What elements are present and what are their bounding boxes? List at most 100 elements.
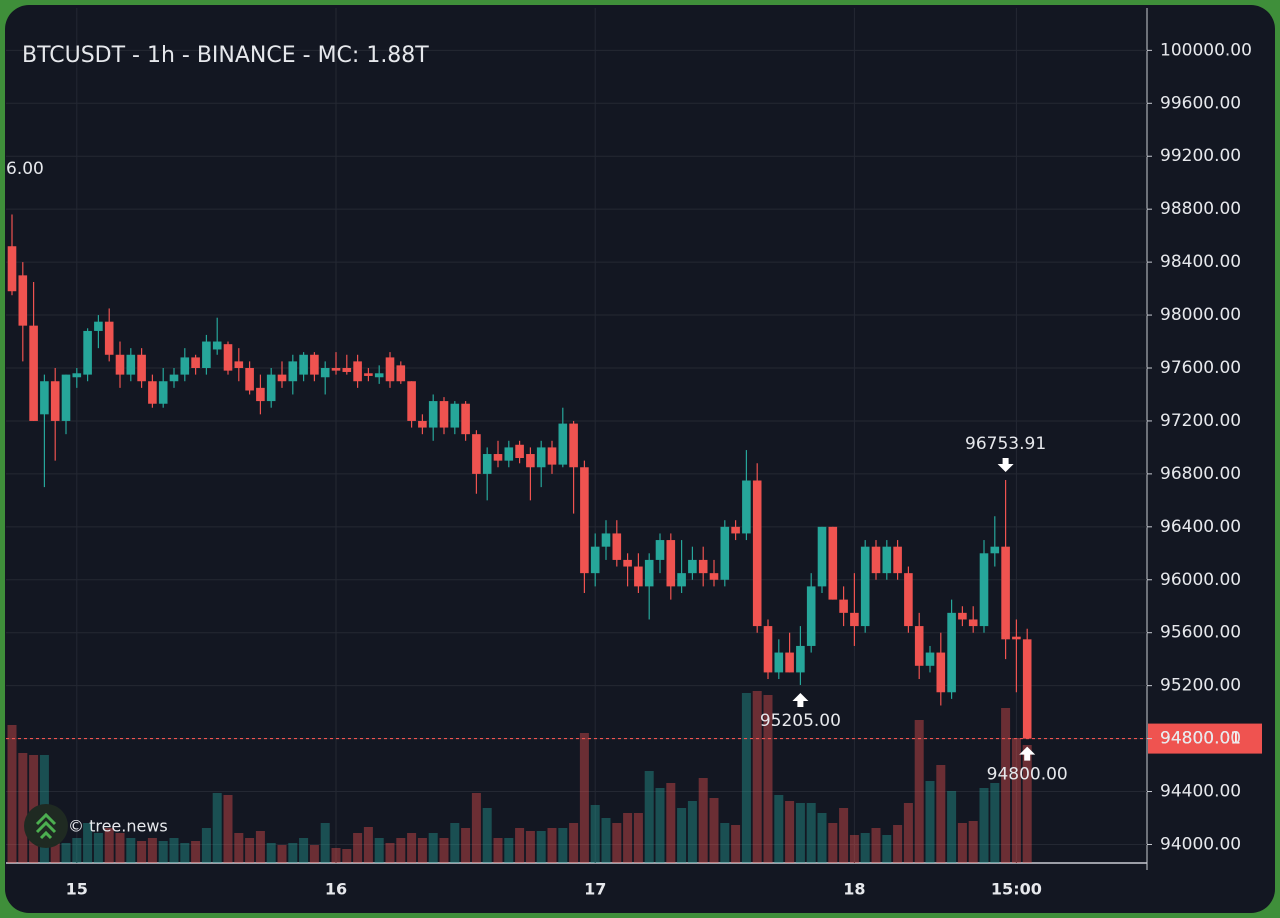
candle-body: [169, 374, 179, 382]
volume-bar: [579, 733, 589, 863]
candle-body: [493, 454, 503, 461]
candle-body: [958, 612, 967, 620]
y-tick-label: 100000.00: [1160, 40, 1252, 60]
candle-body: [860, 546, 870, 627]
candle-body: [288, 361, 298, 382]
volume-bar: [428, 833, 438, 863]
volume-bar: [709, 798, 719, 863]
volume-bar: [191, 841, 201, 863]
volume-bar: [374, 838, 384, 863]
candle-body: [482, 454, 492, 474]
candle-body: [526, 454, 535, 468]
volume-bar: [601, 818, 611, 863]
candle-body: [115, 354, 125, 375]
volume-bar: [201, 828, 211, 863]
annotation-label: 95205.00: [760, 711, 841, 731]
x-tick-label: 17: [584, 880, 606, 899]
volume-bar: [482, 808, 492, 863]
y-tick-label: 99200.00: [1160, 146, 1241, 166]
volume-bar: [569, 823, 579, 863]
candle-body: [223, 344, 233, 371]
volume-bar: [968, 821, 978, 863]
volume-bar: [547, 828, 557, 863]
candle-body: [396, 365, 406, 382]
x-tick-label: 18: [843, 880, 865, 899]
volume-bar: [320, 823, 330, 863]
candle-body: [742, 480, 751, 534]
volume-bar: [396, 838, 406, 863]
candle-body: [202, 341, 211, 368]
volume-bar: [439, 838, 449, 863]
x-tick-label: 16: [325, 880, 347, 899]
y-tick-label: 94000.00: [1160, 834, 1241, 854]
candle-body: [947, 612, 956, 693]
y-tick-label: 95200.00: [1160, 676, 1241, 696]
volume-bar: [309, 845, 319, 863]
x-tick-label: 15:00: [991, 880, 1042, 899]
candle-body: [40, 381, 49, 415]
candle-body: [839, 599, 848, 613]
volume-bar: [18, 753, 28, 863]
candle-body: [925, 652, 935, 666]
volume-bar: [255, 831, 265, 863]
candle-body: [515, 444, 524, 458]
candle-body: [1012, 636, 1021, 640]
volume-bar: [104, 828, 114, 863]
volume-bar: [828, 823, 838, 863]
volume-bar: [752, 691, 762, 863]
candle-body: [580, 467, 589, 574]
x-tick-label: 15: [66, 880, 88, 899]
candle-body: [569, 423, 578, 468]
candle-body: [212, 341, 222, 350]
watermark-logo: [24, 804, 68, 848]
volume-bar: [266, 843, 276, 863]
candle-body: [882, 546, 892, 574]
volume-bar: [385, 843, 395, 863]
y-tick-label: 97600.00: [1160, 358, 1241, 378]
volume-bar: [774, 795, 784, 863]
candle-body: [785, 652, 794, 673]
volume-bar: [925, 781, 935, 863]
overlay-layer: 94800.01 96753.91 95205.00 94800.00: [6, 434, 1262, 785]
candle-body: [904, 573, 913, 627]
volume-bar: [536, 831, 546, 863]
candle-body: [893, 546, 902, 574]
candle-body: [644, 559, 654, 587]
candle-body: [148, 381, 157, 404]
candle-body: [806, 586, 816, 646]
candle-body: [126, 354, 136, 375]
candle-body: [158, 381, 168, 404]
candle-body: [191, 357, 200, 368]
candle-body: [472, 434, 481, 474]
volume-bar: [795, 803, 805, 863]
volume-bar: [914, 720, 924, 863]
candle-body: [666, 540, 676, 587]
cut-label: 6.00: [6, 159, 44, 179]
volume-bar: [860, 833, 870, 863]
candle-body: [709, 573, 719, 580]
candle-body: [320, 368, 330, 378]
volume-bar: [741, 693, 751, 863]
volume-bar: [957, 823, 967, 863]
volume-bar: [644, 771, 654, 863]
candle-body: [623, 559, 632, 567]
volume-bar: [655, 788, 665, 863]
candle-body: [83, 330, 92, 375]
candle-body: [180, 357, 190, 375]
candle-body: [828, 526, 838, 600]
volume-bar: [990, 783, 1000, 863]
candle-body: [277, 374, 287, 382]
volume-bar: [353, 833, 363, 863]
volume-bar: [720, 823, 730, 863]
volume-bar: [245, 838, 255, 863]
candle-body: [914, 626, 924, 666]
volume-bar: [623, 813, 633, 863]
candle-body: [256, 387, 265, 402]
candle-body: [774, 652, 784, 673]
candle-body: [850, 612, 859, 627]
volume-bar: [1011, 738, 1021, 863]
candle-body: [310, 354, 319, 375]
volume-bar: [331, 848, 341, 863]
